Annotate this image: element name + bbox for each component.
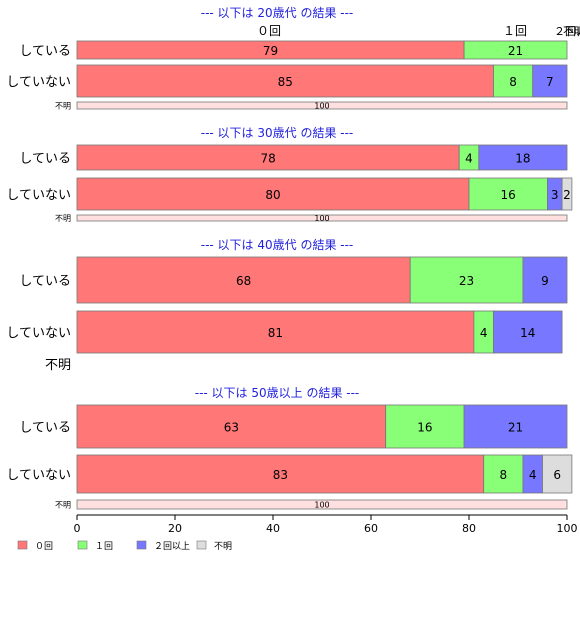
legend-swatch-unknown — [196, 540, 207, 550]
data-label: 100 — [314, 102, 329, 111]
bar-segment-zero — [76, 404, 387, 449]
data-label: 4 — [529, 468, 537, 482]
bar-segment-twice-plus — [532, 64, 568, 98]
x-tick-label: 100 — [557, 522, 578, 535]
data-label: 18 — [515, 152, 530, 166]
data-label: 80 — [265, 188, 280, 202]
bar-segment-twice-plus — [493, 310, 563, 354]
x-tick-label: 80 — [462, 522, 476, 535]
row-label: していない — [6, 326, 71, 341]
bar-segment-zero — [76, 310, 475, 354]
legend-label-twice-plus: ２回以上 — [154, 541, 190, 552]
row-label: 不明 — [55, 501, 71, 510]
data-label: 3 — [551, 188, 559, 202]
data-label: 63 — [224, 421, 239, 435]
group-title: --- 以下は 30歳代 の結果 --- — [201, 126, 354, 140]
bar-segment-unknown — [76, 214, 568, 222]
data-label: 9 — [541, 274, 549, 288]
bar-segment-unknown — [561, 177, 573, 211]
bar-segment-zero — [76, 256, 411, 304]
bar-segment-once — [463, 40, 568, 60]
bar-segment-unknown — [76, 499, 568, 510]
bar-segment-twice-plus — [463, 404, 568, 449]
bar-segment-once — [385, 404, 465, 449]
row-label: している — [19, 274, 71, 289]
row-label: している — [19, 152, 71, 167]
data-label: 100 — [314, 214, 329, 223]
top-label-unknown: 不明 — [563, 25, 580, 38]
row-label: している — [19, 44, 71, 59]
data-label: 78 — [260, 152, 275, 166]
data-label: 81 — [268, 326, 283, 340]
data-label: 83 — [273, 468, 288, 482]
bar-segment-zero — [76, 454, 485, 494]
bar-segment-zero — [76, 177, 470, 211]
group-title: --- 以下は 40歳代 の結果 --- — [201, 238, 354, 252]
bar-segment-unknown — [76, 101, 568, 110]
legend-swatch-once — [77, 540, 88, 550]
legend-label-unknown: 不明 — [214, 541, 232, 552]
data-label: 2 — [563, 188, 571, 202]
row-label: している — [19, 421, 71, 436]
top-label-once: １回 — [503, 24, 527, 38]
top-label-zero: ０回 — [257, 24, 281, 38]
data-label: 14 — [520, 326, 535, 340]
bar-segment-once — [483, 454, 524, 494]
x-tick-label: 0 — [74, 522, 81, 535]
bar-segment-unknown — [542, 454, 573, 494]
top-label-twice-plus: ２回以上 — [554, 25, 580, 38]
data-label: 100 — [314, 501, 329, 510]
x-tick-label: 40 — [266, 522, 280, 535]
legend-swatch-zero — [17, 540, 28, 550]
data-label: 4 — [465, 152, 473, 166]
legend-label-once: １回 — [95, 541, 113, 552]
legend-label-zero: ０回 — [35, 541, 53, 552]
data-label: 7 — [546, 75, 554, 89]
x-tick-label: 60 — [364, 522, 378, 535]
bar-segment-once — [468, 177, 548, 211]
data-label: 16 — [417, 421, 432, 435]
data-label: 23 — [459, 274, 474, 288]
row-label: していない — [6, 75, 71, 90]
row-label: していない — [6, 468, 71, 483]
row-label: していない — [6, 188, 71, 203]
bar-segment-zero — [76, 64, 494, 98]
row-label: 不明 — [55, 102, 71, 111]
group-title: --- 以下は 50歳以上 の結果 --- — [195, 386, 360, 400]
data-label: 68 — [236, 274, 251, 288]
row-label: 不明 — [55, 214, 71, 223]
data-label: 21 — [508, 421, 523, 435]
bar-segment-once — [409, 256, 524, 304]
data-label: 8 — [509, 75, 517, 89]
x-tick-label: 20 — [168, 522, 182, 535]
legend-swatch-twice-plus — [136, 540, 147, 550]
data-label: 16 — [501, 188, 516, 202]
bar-segment-twice-plus — [522, 256, 568, 304]
group-title: --- 以下は 20歳代 の結果 --- — [201, 6, 354, 20]
data-label: 4 — [480, 326, 488, 340]
data-label: 85 — [278, 75, 293, 89]
bar-segment-twice-plus — [478, 144, 568, 171]
bar-segment-zero — [76, 144, 460, 171]
data-label: 79 — [263, 44, 278, 58]
row-label: 不明 — [45, 358, 71, 373]
data-label: 6 — [553, 468, 561, 482]
data-label: 21 — [508, 44, 523, 58]
data-label: 8 — [499, 468, 507, 482]
